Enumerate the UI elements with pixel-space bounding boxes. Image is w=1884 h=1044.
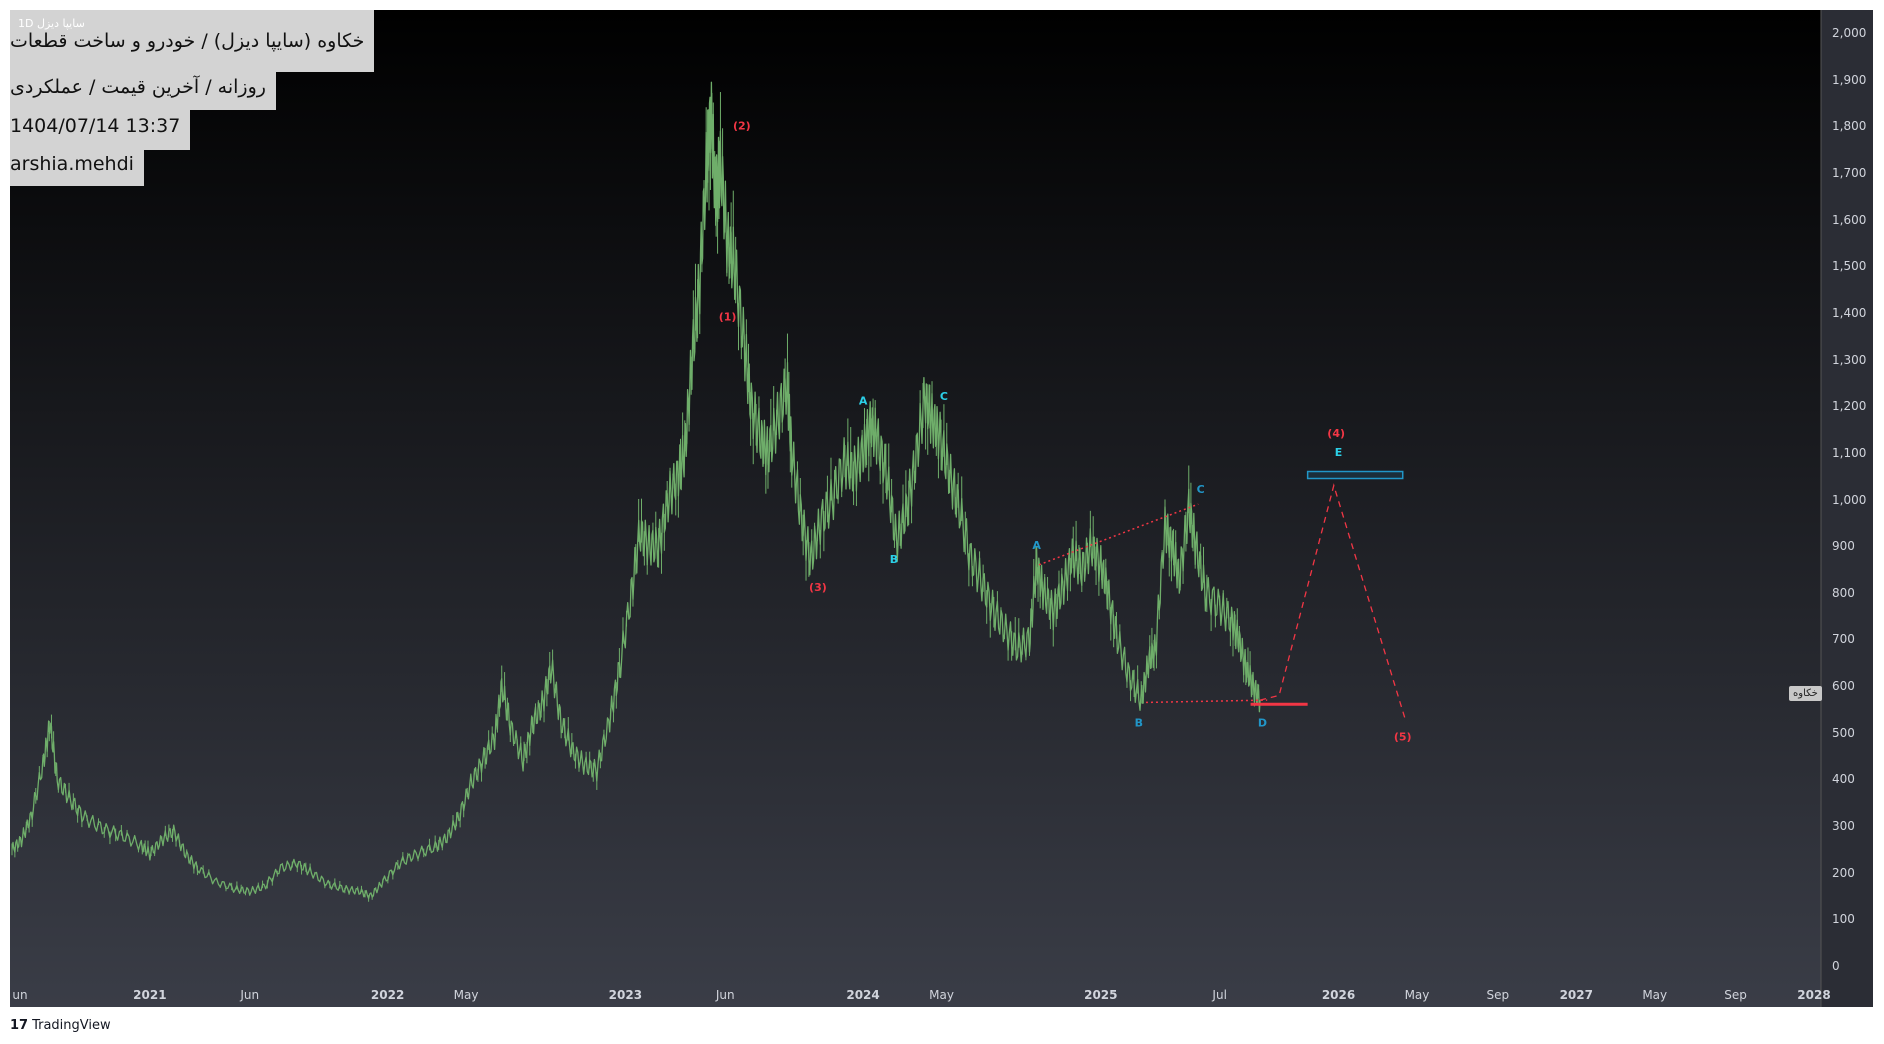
- y-tick-label: 1,600: [1832, 212, 1867, 227]
- symbol-small-label: سایپا دیزل 1D: [18, 17, 85, 30]
- target-box: [1306, 470, 1404, 480]
- triangle-lower-line: [1145, 699, 1268, 704]
- y-tick-label: 1,200: [1832, 399, 1867, 414]
- x-tick-label: May: [1642, 988, 1668, 1002]
- triangle-upper-line: [1038, 503, 1199, 566]
- y-tick-label: 400: [1832, 772, 1855, 787]
- y-tick-label: 100: [1832, 912, 1855, 927]
- wave-label: (5): [1394, 730, 1412, 743]
- y-tick-label: 0: [1832, 959, 1840, 973]
- wave-label: D: [1258, 716, 1267, 729]
- y-tick-label: 300: [1832, 819, 1855, 834]
- y-tick-label: 900: [1832, 539, 1855, 554]
- wave-label: B: [1135, 716, 1143, 729]
- wave-label: (1): [719, 311, 737, 324]
- y-tick-label: 1,000: [1832, 492, 1867, 507]
- y-tick-label: 800: [1832, 585, 1855, 600]
- wave-label: E: [1335, 446, 1343, 459]
- y-tick-label: 1,900: [1832, 72, 1867, 87]
- y-tick-label: 1,500: [1832, 259, 1867, 274]
- x-tick-label: Sep: [1486, 988, 1510, 1002]
- x-tick-label: 2028: [1797, 988, 1831, 1002]
- y-tick-label: 1,700: [1832, 165, 1867, 180]
- chart-author: arshia.mehdi: [10, 142, 144, 186]
- chart-title: خکاوه (سایپا دیزل) / خودرو و ساخت قطعات: [10, 10, 375, 72]
- wave-label: (2): [733, 119, 751, 132]
- y-tick-label: 2,000: [1832, 26, 1867, 40]
- x-tick-label: May: [453, 988, 479, 1002]
- x-tick-label: 2023: [608, 988, 643, 1002]
- x-tick-label: Jul: [1212, 988, 1227, 1002]
- x-tick-label: 2025: [1084, 988, 1118, 1002]
- y-tick-label: 1,400: [1832, 305, 1867, 320]
- last-price-tag: خکاوه: [1789, 686, 1822, 701]
- y-tick-label: 500: [1832, 725, 1855, 740]
- x-tick-label: 2022: [370, 988, 405, 1002]
- wave-label: C: [1197, 483, 1205, 496]
- x-tick-label: 2027: [1559, 988, 1593, 1002]
- x-tick-label: Sep: [1724, 988, 1747, 1002]
- x-tick-label: May: [1404, 988, 1430, 1002]
- x-tick-label: un: [12, 988, 28, 1002]
- y-tick-label: 600: [1832, 679, 1855, 694]
- wave-label: C: [940, 390, 948, 403]
- wave-label: A: [1032, 539, 1041, 552]
- brand-label: TradingView: [32, 1018, 111, 1033]
- x-tick-label: 2026: [1321, 988, 1356, 1002]
- y-tick-label: 200: [1832, 865, 1855, 880]
- plot-background: [10, 10, 1821, 1007]
- x-tick-label: May: [929, 988, 954, 1002]
- x-tick-label: 2021: [133, 988, 167, 1002]
- x-tick-label: 2024: [846, 988, 880, 1002]
- footer-brand[interactable]: 𝟭𝟳 TradingView: [10, 1018, 111, 1033]
- y-tick-label: 700: [1832, 632, 1855, 647]
- y-tick-label: 1,800: [1832, 119, 1867, 134]
- y-tick-label: 1,100: [1832, 445, 1867, 460]
- plot-layer: (1) (2) (3) (4) (5) A B C A B C D E: [11, 81, 1412, 902]
- price-series-line: [11, 81, 1261, 900]
- wave-label: (3): [809, 581, 827, 594]
- x-tick-label: Jun: [240, 988, 260, 1002]
- y-tick-label: 1,300: [1832, 352, 1867, 367]
- price-axis[interactable]: [1821, 10, 1873, 1007]
- support-line: [1250, 702, 1308, 706]
- wave-label: A: [859, 395, 868, 408]
- x-tick-label: Jun: [715, 988, 735, 1002]
- tradingview-logo-icon: 𝟭𝟳: [10, 1018, 29, 1033]
- wave-label: B: [890, 553, 898, 566]
- wave-label: (4): [1327, 427, 1345, 440]
